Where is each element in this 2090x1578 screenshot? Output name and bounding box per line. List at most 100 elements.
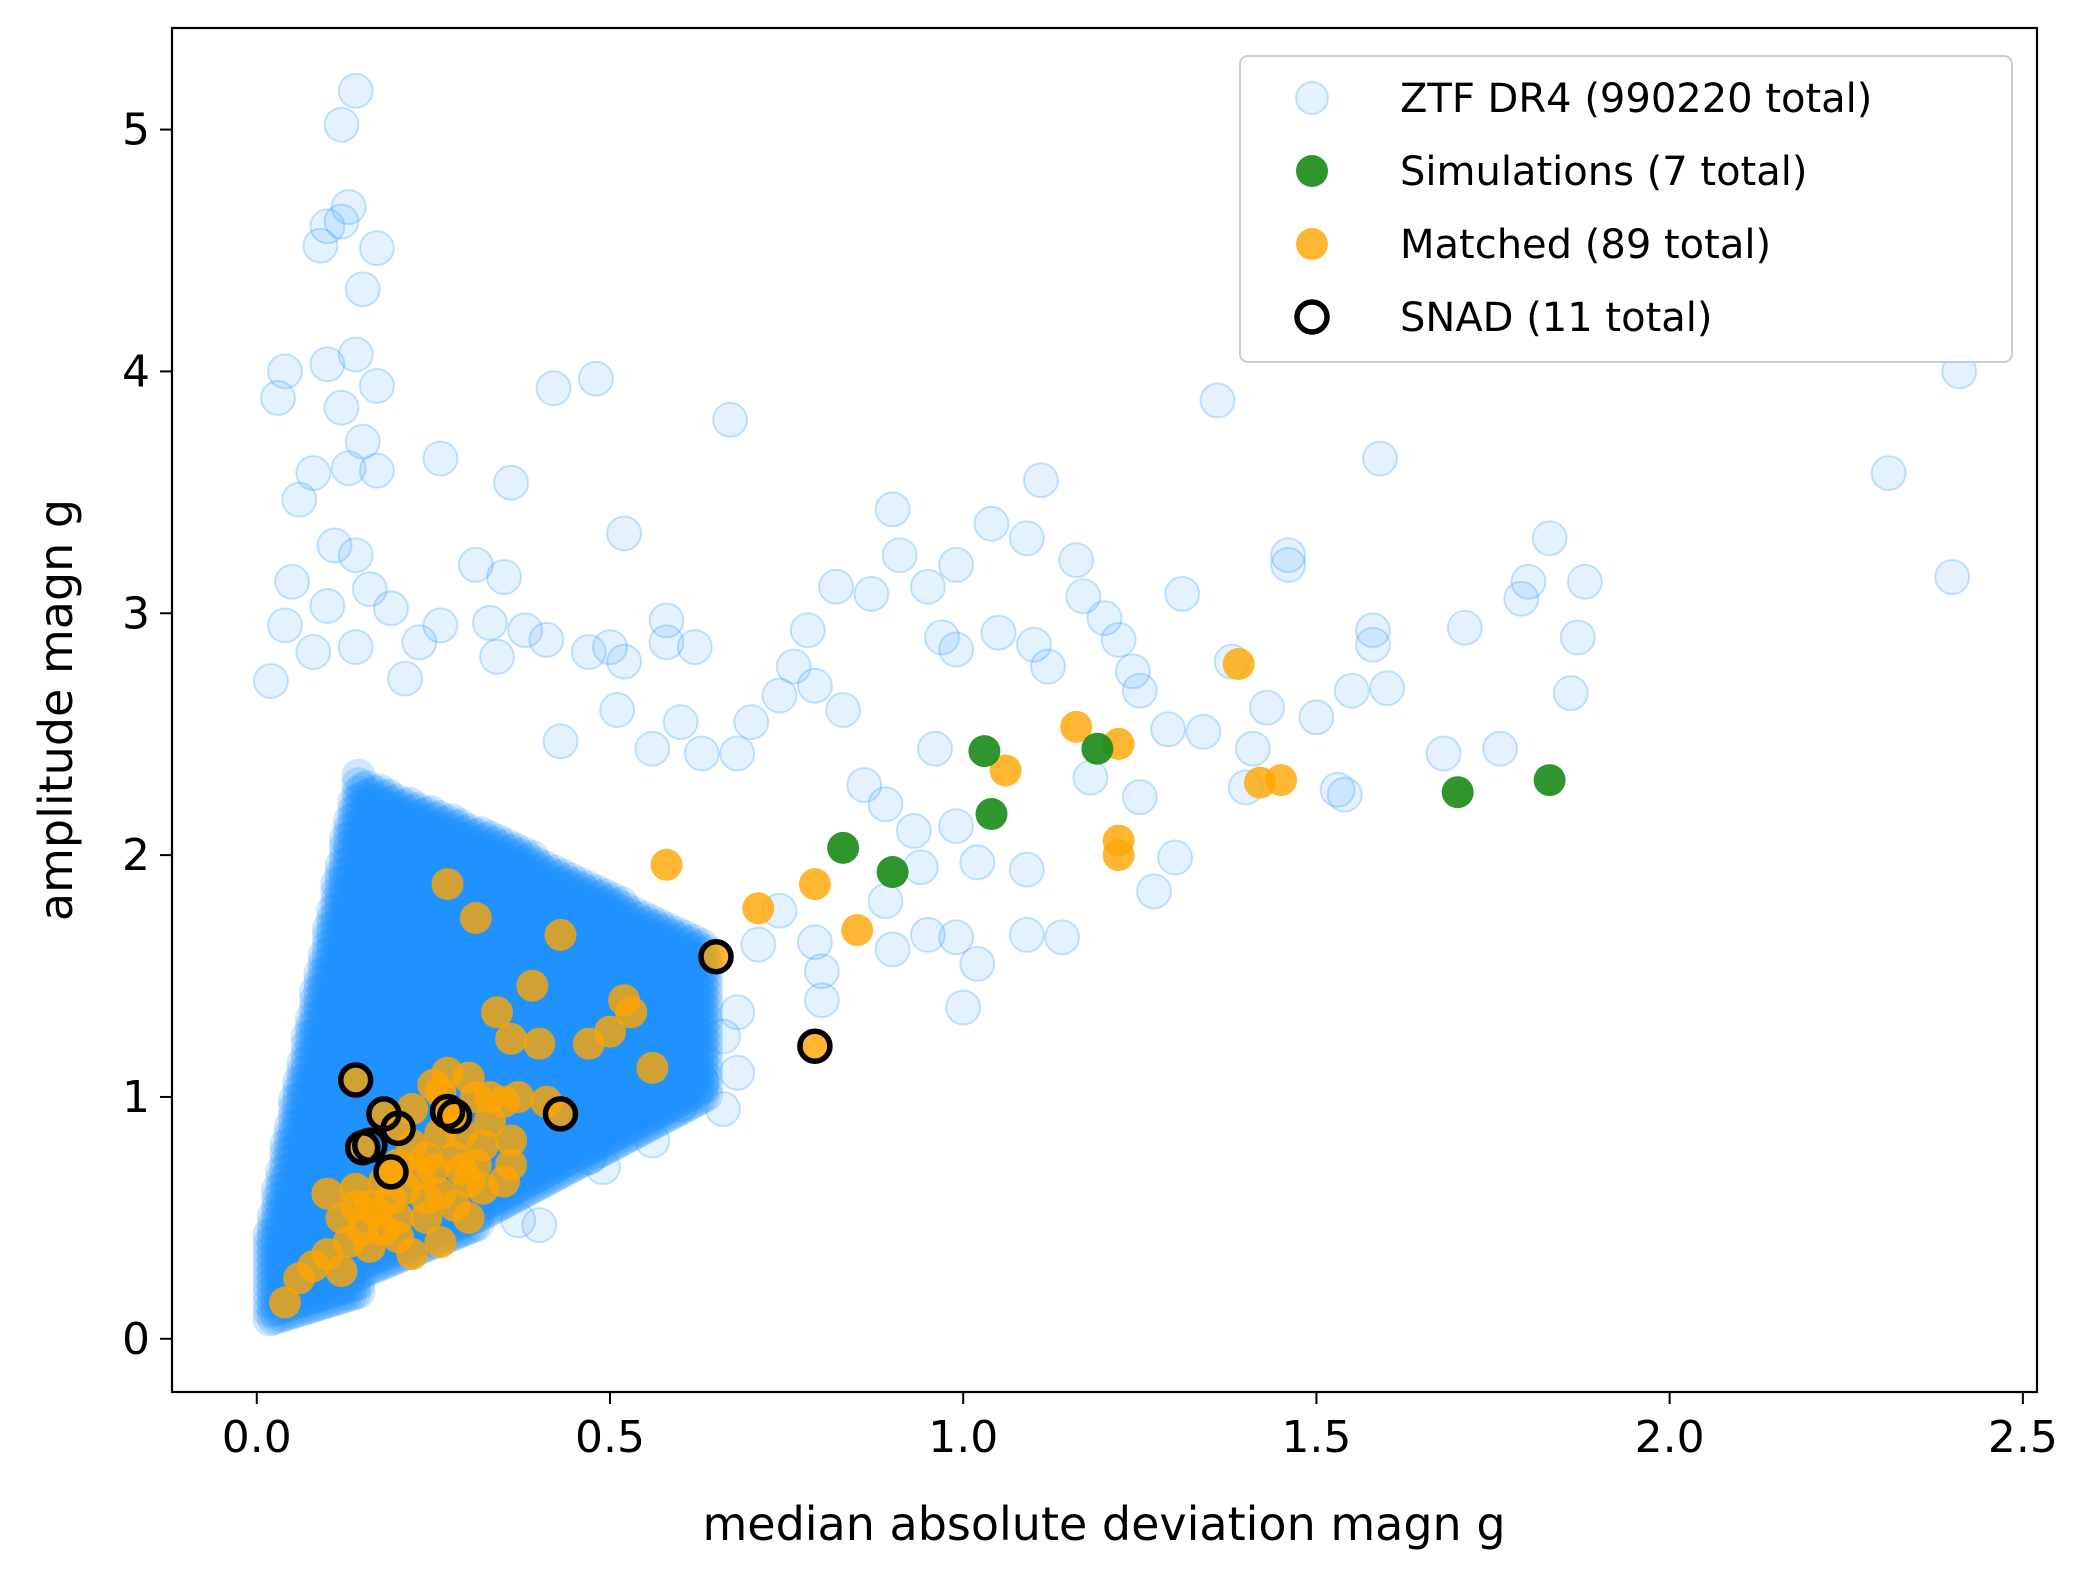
ztf-dense-point	[337, 903, 372, 938]
ztf-point	[302, 227, 339, 264]
ztf-dense-point	[324, 941, 359, 976]
ztf-dense-point	[273, 1185, 308, 1220]
ztf-dense-point	[337, 844, 372, 879]
ztf-dense-point	[350, 1015, 384, 1050]
ztf-dense-point	[320, 1036, 355, 1071]
ztf-dense-point	[337, 836, 372, 871]
ztf-dense-point	[324, 890, 359, 925]
matched-point	[410, 1182, 443, 1215]
ztf-dense-point	[294, 1111, 329, 1146]
ztf-dense-point	[299, 1051, 334, 1086]
ztf-dense-point	[290, 1053, 325, 1088]
simulation-point	[876, 856, 909, 888]
ztf-dense-point	[337, 1022, 372, 1057]
ztf-dense-point	[290, 1129, 325, 1164]
ztf-dense-point	[311, 954, 346, 988]
ztf-dense-point	[282, 1183, 317, 1218]
ztf-dense-point	[303, 1007, 338, 1042]
ztf-dense-point	[316, 902, 351, 936]
ztf-dense-point	[337, 1030, 372, 1065]
ztf-dense-point	[282, 1208, 317, 1243]
ztf-dense-point	[350, 1007, 384, 1042]
ztf-dense-point	[311, 979, 346, 1014]
ztf-dense-point	[303, 990, 338, 1025]
ztf-dense-point	[337, 870, 372, 904]
ztf-point	[1298, 699, 1335, 736]
ztf-dense-point	[307, 980, 342, 1015]
simulation-point	[1441, 776, 1474, 809]
ztf-dense-point	[261, 1189, 295, 1224]
ztf-dense-point	[282, 1225, 317, 1260]
ztf-dense-point	[290, 1146, 325, 1181]
ztf-dense-point	[282, 1157, 317, 1192]
ztf-dense-point	[350, 948, 384, 982]
ztf-dense-point	[277, 1083, 312, 1117]
ztf-dense-point	[252, 1217, 287, 1252]
ztf-dense-point	[252, 1260, 287, 1295]
ztf-dense-point	[307, 1090, 342, 1125]
ztf-dense-point	[333, 922, 367, 957]
ztf-dense-point	[256, 1241, 291, 1276]
ztf-dense-point	[311, 1284, 346, 1319]
y-tick-label: 0	[122, 1314, 150, 1365]
ztf-dense-point	[286, 1114, 321, 1149]
ztf-point	[705, 1091, 741, 1127]
ztf-dense-point	[333, 930, 367, 965]
simulation-point	[1533, 764, 1566, 797]
ztf-dense-point	[320, 959, 355, 994]
ztf-dense-point	[303, 1066, 338, 1101]
ztf-dense-point	[337, 912, 372, 947]
ztf-dense-point	[286, 1046, 321, 1081]
ztf-dense-point	[341, 987, 376, 1022]
x-tick-label: 1.5	[1281, 1412, 1351, 1463]
ztf-point	[1121, 779, 1158, 816]
ztf-dense-point	[286, 1190, 321, 1225]
ztf-dense-point	[341, 834, 376, 869]
ztf-dense-point	[333, 1091, 367, 1126]
ztf-dense-point	[299, 1093, 334, 1128]
ztf-dense-point	[307, 1099, 342, 1134]
ztf-dense-point	[337, 946, 372, 981]
ztf-dense-point	[320, 1010, 355, 1045]
ztf-dense-point	[290, 1062, 325, 1097]
ztf-dense-point	[337, 802, 372, 837]
ztf-point	[1234, 730, 1271, 767]
matched-point	[495, 1022, 528, 1055]
ztf-point	[1199, 382, 1236, 419]
ztf-dense-point	[320, 1086, 355, 1121]
ztf-dense-point	[307, 972, 342, 1007]
ztf-point	[895, 812, 932, 849]
ztf-dense-point	[337, 988, 372, 1023]
ztf-point	[705, 1018, 741, 1055]
ztf-dense-point	[265, 1154, 300, 1189]
ztf-point	[959, 945, 996, 982]
ztf-dense-point	[333, 989, 367, 1024]
ztf-point	[1333, 672, 1370, 709]
ztf-dense-point	[294, 1137, 329, 1171]
x-tick-label: 2.5	[1988, 1412, 2058, 1463]
y-tick-label: 5	[122, 105, 150, 156]
ztf-dense-point	[286, 1198, 321, 1233]
y-tick-label: 3	[122, 588, 150, 639]
ztf-dense-point	[324, 967, 359, 1002]
ztf-dense-point	[286, 1148, 321, 1183]
ztf-dense-point	[311, 920, 346, 955]
ztf-dense-point	[320, 1019, 355, 1054]
ztf-dense-point	[311, 937, 346, 972]
ztf-dense-point	[337, 853, 372, 888]
ztf-dense-point	[337, 963, 372, 998]
ztf-dense-point	[307, 1150, 342, 1184]
simulation-point	[827, 831, 860, 864]
ztf-dense-point	[320, 934, 355, 969]
ztf-point	[1136, 873, 1172, 910]
ztf-dense-point	[350, 922, 384, 957]
matched-point	[417, 1153, 450, 1186]
ztf-dense-point	[299, 1000, 334, 1035]
ztf-dense-point	[299, 1059, 334, 1094]
ztf-dense-point	[328, 1278, 363, 1313]
ztf-dense-point	[333, 1006, 367, 1041]
ztf-dense-point	[286, 1139, 321, 1174]
ztf-dense-point	[320, 875, 355, 910]
ztf-dense-point	[299, 1025, 334, 1060]
ztf-dense-point	[303, 973, 338, 1008]
